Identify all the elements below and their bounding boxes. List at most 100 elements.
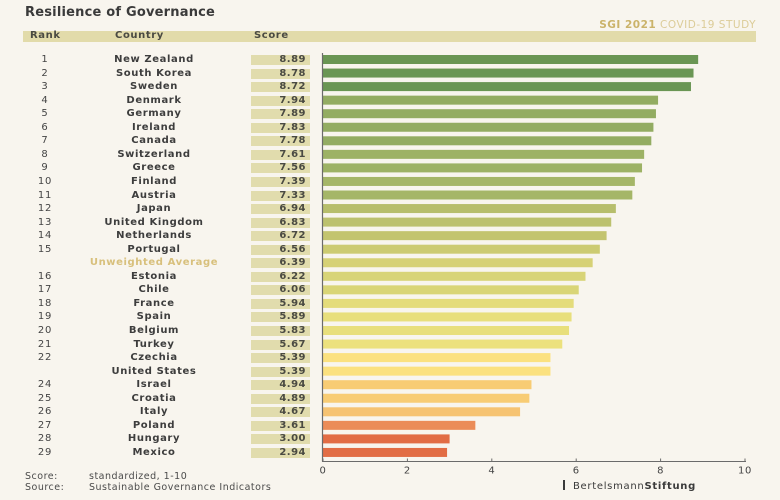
bar-netherlands bbox=[323, 231, 607, 241]
rank-cell: 20 bbox=[37, 325, 53, 336]
footer-source-note: Source: Sustainable Governance Indicators bbox=[25, 482, 271, 493]
table-row: 14 Netherlands 6.72 bbox=[0, 230, 320, 243]
table-row: 12 Japan 6.94 bbox=[0, 203, 320, 216]
bar-unweighted-average bbox=[323, 258, 593, 268]
rank-cell: 11 bbox=[37, 189, 53, 201]
score-value: 7.78 bbox=[279, 135, 306, 147]
table-row: 21 Turkey 5.67 bbox=[0, 339, 320, 352]
score-value: 7.89 bbox=[279, 108, 306, 120]
table-row: 24 Israel 4.94 bbox=[0, 379, 320, 392]
score-cell: 8.72 bbox=[251, 82, 310, 93]
score-value: 6.56 bbox=[279, 243, 306, 255]
bar-hungary bbox=[323, 434, 450, 444]
chart-title: Resilience of Governance bbox=[25, 5, 216, 20]
score-cell: 4.94 bbox=[251, 379, 310, 391]
score-value: 6.83 bbox=[279, 216, 306, 228]
rank-cell: 27 bbox=[37, 419, 53, 431]
table-row: 6 Ireland 7.83 bbox=[0, 122, 320, 135]
score-value: 6.39 bbox=[279, 257, 306, 269]
score-cell: 5.67 bbox=[251, 338, 310, 350]
table-row: 7 Canada 7.78 bbox=[0, 135, 320, 148]
table-row: 13 United Kingdom 6.83 bbox=[0, 217, 320, 230]
rank-cell: 15 bbox=[37, 243, 53, 255]
score-value: 5.67 bbox=[279, 338, 306, 350]
footer-source-label: Source: bbox=[25, 482, 65, 493]
score-value: 3.00 bbox=[279, 433, 306, 445]
country-cell: Denmark bbox=[126, 94, 182, 106]
bar-mexico bbox=[323, 447, 448, 457]
rank-cell: 3 bbox=[41, 81, 49, 93]
country-cell: United Kingdom bbox=[104, 216, 204, 228]
country-cell: Italy bbox=[139, 406, 169, 418]
score-value: 4.94 bbox=[279, 379, 306, 391]
bar-sweden bbox=[323, 82, 691, 92]
country-cell: Portugal bbox=[127, 243, 181, 255]
bar-germany bbox=[323, 109, 656, 119]
footer-score-text: standardized, 1-10 bbox=[89, 471, 188, 482]
score-cell: 7.89 bbox=[251, 108, 310, 120]
score-cell: 6.06 bbox=[251, 284, 310, 296]
rank-cell: 4 bbox=[41, 94, 49, 106]
x-tick-label: 6 bbox=[573, 466, 580, 477]
bar-israel bbox=[323, 380, 532, 390]
country-cell: Finland bbox=[130, 175, 178, 187]
country-cell: Sweden bbox=[130, 81, 178, 93]
bar-switzerland bbox=[323, 149, 645, 159]
study-label-rest: COVID-19 STUDY bbox=[660, 19, 756, 31]
country-cell: Chile bbox=[138, 284, 170, 296]
footer-score-note: Score: standardized, 1-10 bbox=[25, 471, 187, 482]
score-cell: 5.89 bbox=[251, 311, 310, 323]
score-value: 6.72 bbox=[279, 230, 306, 242]
table-row: 9 Greece 7.56 bbox=[0, 162, 320, 175]
score-value: 7.39 bbox=[279, 175, 306, 187]
score-cell: 4.89 bbox=[251, 392, 310, 404]
bar-united-states bbox=[323, 366, 551, 376]
bar-austria bbox=[323, 190, 633, 200]
country-cell: France bbox=[133, 297, 175, 309]
score-cell: 5.39 bbox=[251, 366, 310, 377]
bar-japan bbox=[323, 204, 616, 214]
bar-denmark bbox=[323, 95, 659, 105]
country-cell: Belgium bbox=[128, 325, 180, 336]
score-cell: 7.39 bbox=[251, 175, 310, 187]
x-tick-label: 0 bbox=[320, 466, 327, 477]
score-value: 6.06 bbox=[279, 284, 306, 296]
country-cell: Poland bbox=[132, 419, 176, 431]
study-label-bold: SGI 2021 bbox=[599, 19, 657, 31]
x-tick-label: 2 bbox=[404, 466, 411, 477]
table-row: 29 Mexico 2.94 bbox=[0, 447, 320, 460]
score-value: 7.94 bbox=[279, 94, 306, 106]
score-value: 8.89 bbox=[279, 54, 306, 65]
table-row: 17 Chile 6.06 bbox=[0, 284, 320, 297]
country-cell: Czechia bbox=[130, 352, 178, 364]
score-cell: 7.78 bbox=[251, 135, 310, 147]
score-value: 7.83 bbox=[279, 121, 306, 133]
score-value: 6.22 bbox=[279, 270, 306, 282]
bar-united-kingdom bbox=[323, 217, 612, 227]
score-cell: 3.00 bbox=[251, 433, 310, 445]
country-cell: Greece bbox=[132, 162, 176, 174]
rank-cell: 19 bbox=[37, 311, 53, 323]
score-value: 7.61 bbox=[279, 148, 306, 160]
x-tick-label: 8 bbox=[657, 466, 664, 477]
country-cell: Switzerland bbox=[117, 148, 191, 160]
rank-cell: 17 bbox=[37, 284, 53, 296]
footer-score-label: Score: bbox=[25, 471, 58, 482]
bar-greece bbox=[323, 163, 643, 173]
score-value: 5.89 bbox=[279, 311, 306, 323]
rank-cell: 13 bbox=[37, 216, 53, 228]
score-cell: 7.61 bbox=[251, 148, 310, 160]
bar-poland bbox=[323, 420, 476, 430]
score-value: 5.83 bbox=[279, 325, 306, 336]
country-cell: Japan bbox=[136, 203, 172, 215]
table-row: 4 Denmark 7.94 bbox=[0, 95, 320, 108]
score-value: 4.67 bbox=[279, 406, 306, 418]
x-tick-label: 10 bbox=[738, 466, 752, 477]
score-value: 4.89 bbox=[279, 392, 306, 404]
bar-belgium bbox=[323, 326, 570, 335]
score-cell: 6.56 bbox=[251, 243, 310, 255]
country-cell: Israel bbox=[136, 379, 172, 391]
x-tick-label: 4 bbox=[488, 466, 495, 477]
table-row: 10 Finland 7.39 bbox=[0, 176, 320, 189]
